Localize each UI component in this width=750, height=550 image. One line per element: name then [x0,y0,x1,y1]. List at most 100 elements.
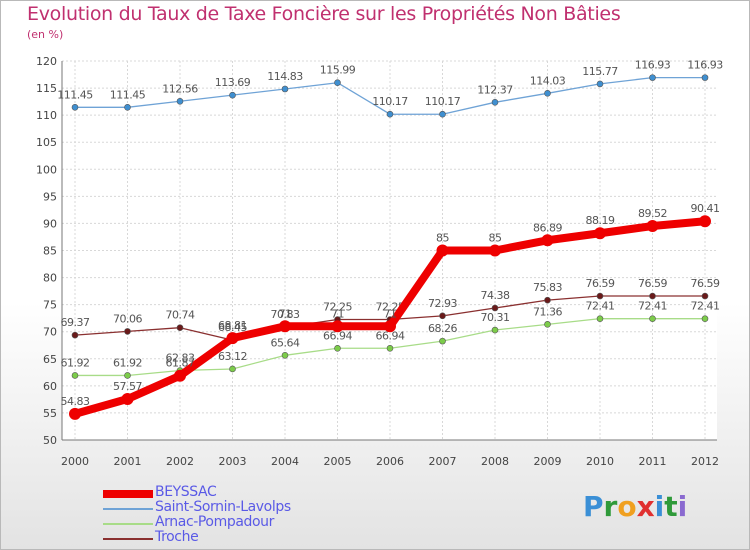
data-label: 111.45 [110,88,146,101]
logo-letter: o [617,490,637,523]
data-point [281,352,289,359]
logo-letter: i [654,490,665,523]
y-tick-label: 120 [36,55,57,68]
y-tick-label: 110 [36,109,57,122]
data-point [439,337,446,345]
data-label: 68.81 [218,319,247,332]
data-label: 74.38 [481,289,510,302]
legend-label: Saint-Sornin-Lavolps [155,499,291,515]
data-label: 112.56 [162,82,198,95]
data-label: 116.93 [635,59,671,72]
proxiti-logo: Proxiti [583,490,687,523]
y-tick-label: 55 [43,407,57,420]
data-label: 112.37 [477,83,513,96]
data-point [331,320,344,333]
x-tick-label: 2008 [481,455,509,468]
data-point [386,344,394,352]
data-point [439,110,446,118]
data-label: 65.64 [271,336,300,349]
data-point [491,326,499,334]
data-label: 72.93 [428,297,457,310]
data-label: 89.52 [638,207,667,220]
data-label: 116.93 [687,59,723,72]
data-point [701,74,709,81]
data-label: 76.59 [691,277,720,290]
data-label: 85 [489,232,502,245]
chart-title: Evolution du Taux de Taxe Foncière sur l… [27,3,621,25]
x-tick-label: 2009 [534,455,562,468]
data-point [491,304,499,312]
data-label: 88.19 [586,214,615,227]
data-point [701,292,709,300]
y-tick-label: 75 [43,299,57,312]
data-label: 110.17 [372,95,408,108]
y-tick-label: 50 [43,434,57,447]
y-tick-label: 90 [43,217,57,230]
y-tick-label: 85 [43,245,57,258]
data-point [649,74,656,81]
logo-letter: r [603,490,618,523]
data-point [541,234,554,247]
legend-swatch [103,538,153,540]
data-point [229,365,236,373]
data-label: 62.83 [166,352,195,365]
data-point [71,103,79,111]
legend-swatch [103,508,153,510]
data-label: 72.25 [323,301,352,314]
data-label: 66.94 [376,329,405,342]
data-point [646,220,659,233]
data-label: 68.45 [218,321,247,334]
data-point [334,79,341,87]
data-point [491,99,499,106]
x-tick-label: 2000 [61,455,89,468]
data-label: 114.03 [530,74,566,87]
data-point [71,372,79,379]
data-point [699,215,711,228]
legend-label: Arnac-Pompadour [155,514,274,530]
data-point [386,110,394,118]
data-label: 71.36 [533,305,562,318]
data-label: 70.83 [271,308,300,321]
data-point [334,344,341,352]
data-label: 70.74 [166,309,195,322]
x-tick-label: 2005 [324,455,352,468]
data-label: 61.92 [113,356,142,369]
x-tick-label: 2003 [219,455,247,468]
data-point [649,292,656,300]
data-point [436,244,449,257]
logo-letter: i [677,490,688,523]
legend-label: Troche [155,529,199,545]
data-label: 70.31 [481,311,510,324]
data-point [69,407,81,420]
x-tick-label: 2006 [376,455,404,468]
data-point [544,90,551,97]
data-point [124,372,131,379]
data-point [544,296,551,304]
logo-letter: t [664,490,678,523]
data-label: 110.17 [425,95,461,108]
data-label: 57.57 [113,380,142,393]
data-point [649,315,656,322]
data-point [384,320,396,333]
data-point [596,292,604,300]
data-point [489,244,501,257]
logo-letter: P [583,490,604,523]
data-point [176,97,184,105]
data-point [281,85,289,93]
data-label: 76.59 [586,277,615,290]
data-label: 63.12 [218,350,247,363]
x-tick-label: 2012 [691,455,719,468]
data-point [229,91,236,99]
data-label: 90.41 [691,202,720,215]
data-point [176,324,184,332]
data-label: 71 [331,307,344,320]
data-label: 86.89 [533,221,562,234]
x-tick-label: 2007 [429,455,457,468]
x-tick-label: 2001 [114,455,142,468]
data-label: 114.83 [267,70,303,83]
data-label: 115.99 [320,64,356,77]
data-point [594,227,606,240]
data-label: 113.69 [215,76,251,89]
data-label: 76.59 [638,277,667,290]
data-label: 111.45 [57,88,93,101]
